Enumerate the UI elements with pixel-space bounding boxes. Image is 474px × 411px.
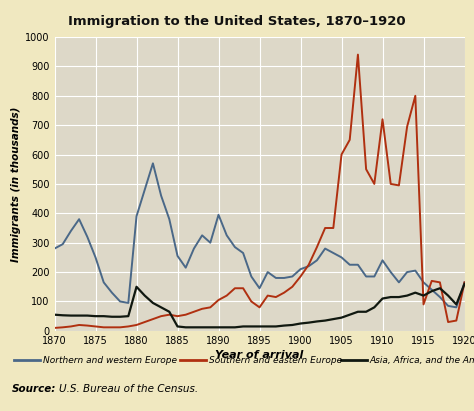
Text: Southern and eastern Europe: Southern and eastern Europe bbox=[209, 356, 342, 365]
Text: Source:: Source: bbox=[12, 384, 56, 394]
Text: Asia, Africa, and the Americas: Asia, Africa, and the Americas bbox=[370, 356, 474, 365]
Text: U.S. Bureau of the Census.: U.S. Bureau of the Census. bbox=[59, 384, 199, 394]
Text: Northern and western Europe: Northern and western Europe bbox=[43, 356, 177, 365]
Text: Immigration to the United States, 1870–1920: Immigration to the United States, 1870–1… bbox=[68, 15, 406, 28]
X-axis label: Year of arrival: Year of arrival bbox=[215, 350, 304, 360]
Y-axis label: Immigrants (in thousands): Immigrants (in thousands) bbox=[11, 106, 21, 262]
